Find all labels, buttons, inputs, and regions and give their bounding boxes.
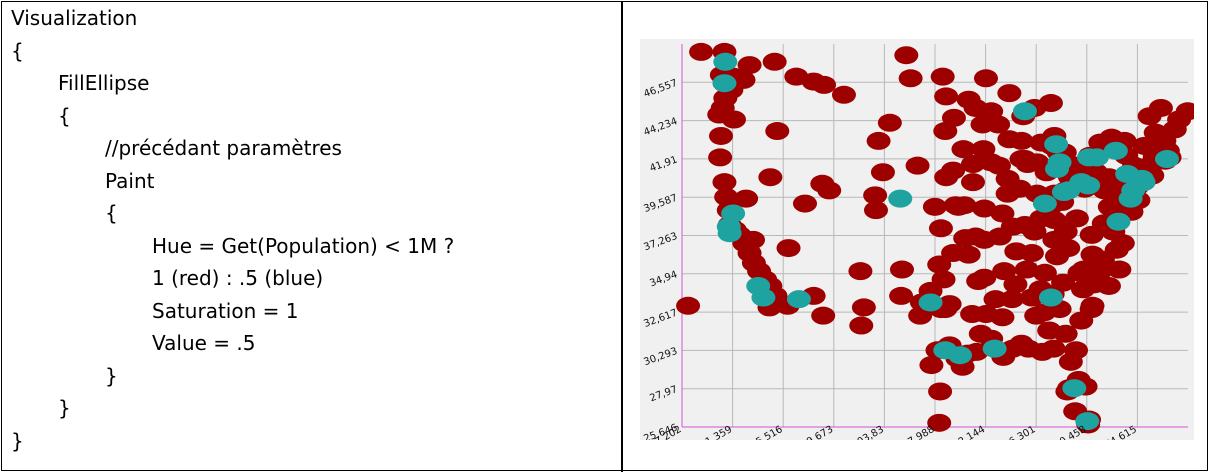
data-point <box>689 43 713 61</box>
data-point <box>1039 289 1063 307</box>
data-point <box>1004 242 1028 260</box>
data-point <box>713 53 737 71</box>
data-point <box>1104 142 1128 160</box>
data-point <box>784 68 808 86</box>
data-point <box>751 289 775 307</box>
data-point <box>899 69 923 87</box>
data-point <box>1054 223 1078 241</box>
data-point <box>1144 124 1168 142</box>
data-point <box>1064 341 1088 359</box>
data-point <box>811 307 835 325</box>
data-point <box>878 114 902 132</box>
data-point <box>888 190 912 208</box>
data-point <box>848 262 872 280</box>
data-point <box>957 91 981 109</box>
data-point <box>928 382 952 400</box>
data-point <box>1155 150 1179 168</box>
data-point <box>712 74 736 92</box>
code-line: } <box>105 360 118 392</box>
data-point <box>966 272 990 290</box>
data-point <box>741 231 765 249</box>
data-point <box>983 340 1007 358</box>
code-line: Visualization <box>11 2 137 34</box>
data-point <box>997 84 1021 102</box>
data-point <box>1044 135 1068 153</box>
data-point <box>867 132 891 150</box>
data-point <box>984 290 1008 308</box>
data-point <box>946 198 970 216</box>
data-point <box>758 168 782 186</box>
code-line: FillEllipse <box>58 67 149 99</box>
data-point <box>1119 190 1143 208</box>
data-point <box>990 308 1014 326</box>
data-point <box>919 356 943 374</box>
data-point <box>948 346 972 364</box>
data-point <box>1045 160 1069 178</box>
data-point <box>708 148 732 166</box>
data-point <box>957 246 981 264</box>
data-point <box>974 69 998 87</box>
data-point <box>765 122 789 140</box>
data-point <box>1069 173 1093 191</box>
data-point <box>718 224 742 242</box>
column-divider <box>621 2 623 472</box>
data-point <box>1149 99 1173 117</box>
data-point <box>971 115 995 133</box>
data-point <box>1062 379 1086 397</box>
data-point <box>961 173 985 191</box>
data-point <box>906 157 930 175</box>
data-point <box>849 317 873 335</box>
code-line: } <box>58 392 71 424</box>
data-point <box>777 239 801 257</box>
data-point <box>1054 325 1078 343</box>
data-point <box>1016 340 1040 358</box>
data-point <box>787 290 811 308</box>
data-point <box>1013 102 1037 120</box>
data-point <box>1088 262 1112 280</box>
data-point <box>929 219 953 237</box>
data-point <box>709 127 733 145</box>
data-point <box>1015 261 1039 279</box>
data-point <box>763 53 787 71</box>
data-point <box>1033 195 1057 213</box>
data-point <box>871 163 895 181</box>
data-point <box>931 68 955 86</box>
code-line: 1 (red) : .5 (blue) <box>152 262 323 294</box>
data-point <box>734 190 758 208</box>
data-point <box>890 261 914 279</box>
data-point <box>919 293 943 311</box>
data-point <box>793 195 817 213</box>
code-line: Hue = Get(Population) < 1M ? <box>152 230 454 262</box>
data-point <box>864 201 888 219</box>
scatter-chart: -127,202-121,359-115,516-109,673-103,83-… <box>640 39 1194 440</box>
data-point <box>923 198 947 216</box>
code-line: { <box>58 100 71 132</box>
code-line: Paint <box>105 165 155 197</box>
scatter-map-plot: -127,202-121,359-115,516-109,673-103,83-… <box>640 39 1194 440</box>
data-point <box>996 185 1020 203</box>
data-point <box>1080 297 1104 315</box>
data-point <box>942 109 966 127</box>
data-point <box>722 110 746 128</box>
data-point <box>972 200 996 218</box>
data-point <box>676 297 700 315</box>
code-line: //précédant paramètres <box>105 132 342 164</box>
data-point <box>971 140 995 158</box>
data-point <box>969 325 993 343</box>
data-point <box>1105 241 1129 259</box>
code-line: Saturation = 1 <box>152 295 298 327</box>
code-line: { <box>11 35 24 67</box>
data-point <box>817 181 841 199</box>
data-point <box>894 46 918 64</box>
data-point <box>852 298 876 316</box>
data-point <box>934 87 958 105</box>
code-line: Value = .5 <box>152 327 255 359</box>
data-point <box>1106 213 1130 231</box>
code-line: { <box>105 197 118 229</box>
code-line: } <box>11 425 24 457</box>
data-point <box>889 287 913 305</box>
data-point <box>832 86 856 104</box>
data-point <box>1001 218 1025 236</box>
